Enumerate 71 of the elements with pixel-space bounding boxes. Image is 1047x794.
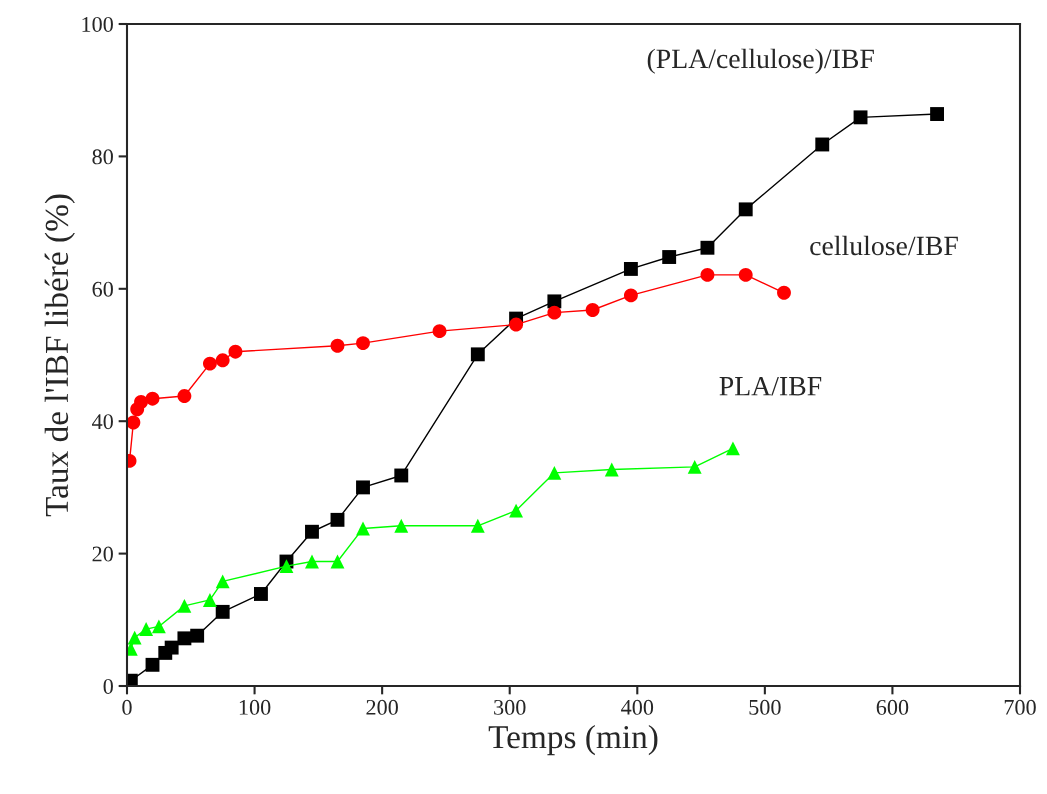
point xyxy=(547,465,562,480)
point xyxy=(177,598,192,613)
point xyxy=(738,202,753,217)
point xyxy=(330,554,345,569)
point xyxy=(279,559,294,574)
y-axis-title: Taux de l'IBF libéré (%) xyxy=(44,194,75,517)
x-tick-label: 300 xyxy=(494,699,526,715)
point xyxy=(432,324,447,339)
point xyxy=(145,657,160,672)
x-axis-title: Temps (min) xyxy=(488,724,658,756)
x-tick-label: 700 xyxy=(1004,699,1036,715)
point xyxy=(228,344,243,359)
point xyxy=(738,267,753,282)
point xyxy=(177,631,192,646)
point xyxy=(700,267,715,282)
x-tick-label: 100 xyxy=(239,699,271,715)
point xyxy=(394,518,409,533)
point xyxy=(815,137,830,152)
point xyxy=(190,628,205,643)
point xyxy=(700,240,715,255)
point xyxy=(202,356,217,371)
point xyxy=(930,107,945,121)
point xyxy=(509,503,524,518)
x-tick-label: 600 xyxy=(876,699,909,715)
series-label: cellulose/IBF xyxy=(810,235,958,256)
point xyxy=(330,512,345,527)
y-tick-label: 0 xyxy=(103,678,113,694)
point xyxy=(604,462,619,477)
point xyxy=(662,250,677,264)
point xyxy=(726,441,740,456)
point xyxy=(356,480,370,495)
point xyxy=(356,336,370,351)
point xyxy=(127,630,142,645)
point xyxy=(164,640,179,655)
point xyxy=(305,524,319,539)
y-tick-label: 100 xyxy=(82,16,113,32)
point xyxy=(139,622,154,637)
series-label: PLA/IBF xyxy=(719,376,822,396)
point xyxy=(330,338,345,353)
x-tick-label: 0 xyxy=(122,699,132,715)
point xyxy=(470,518,485,533)
point xyxy=(585,303,600,317)
point xyxy=(853,110,868,125)
point xyxy=(215,353,230,368)
series-label: (PLA/cellulose)/IBF xyxy=(647,48,874,74)
y-tick-label: 20 xyxy=(92,546,113,562)
point xyxy=(623,262,638,276)
point xyxy=(145,391,160,406)
point xyxy=(623,288,638,303)
point xyxy=(202,593,217,607)
point xyxy=(509,317,524,332)
x-tick-label: 500 xyxy=(749,699,781,715)
x-tick-label: 400 xyxy=(621,699,654,715)
point xyxy=(777,285,791,300)
point xyxy=(177,389,192,403)
point xyxy=(134,395,148,409)
point xyxy=(687,459,702,474)
point xyxy=(127,415,141,430)
y-tick-label: 80 xyxy=(92,149,113,165)
y-tick-label: 60 xyxy=(92,281,113,297)
point xyxy=(215,604,230,619)
point xyxy=(254,587,268,601)
point xyxy=(547,305,562,320)
y-tick-label: 40 xyxy=(92,414,113,430)
point xyxy=(215,574,230,589)
x-tick-label: 200 xyxy=(366,699,398,715)
point xyxy=(305,554,319,569)
point xyxy=(151,619,166,634)
point xyxy=(470,347,485,362)
point xyxy=(356,521,370,536)
point xyxy=(394,468,409,483)
